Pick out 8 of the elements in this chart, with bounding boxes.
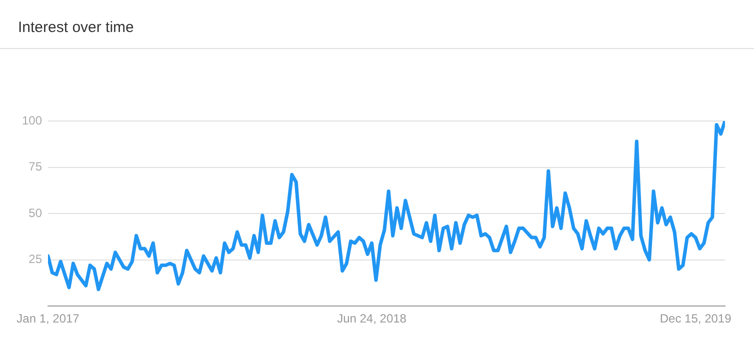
y-tick-label: 100 bbox=[22, 113, 42, 128]
y-tick-label: 75 bbox=[28, 160, 42, 174]
y-tick-label: 25 bbox=[28, 252, 42, 266]
x-tick-label: Dec 15, 2019 bbox=[660, 312, 732, 326]
y-tick-label: 50 bbox=[28, 206, 42, 220]
x-tick-label: Jun 24, 2018 bbox=[337, 312, 407, 326]
chart-title: Interest over time bbox=[0, 0, 754, 49]
x-tick-label: Jan 1, 2017 bbox=[16, 312, 80, 326]
